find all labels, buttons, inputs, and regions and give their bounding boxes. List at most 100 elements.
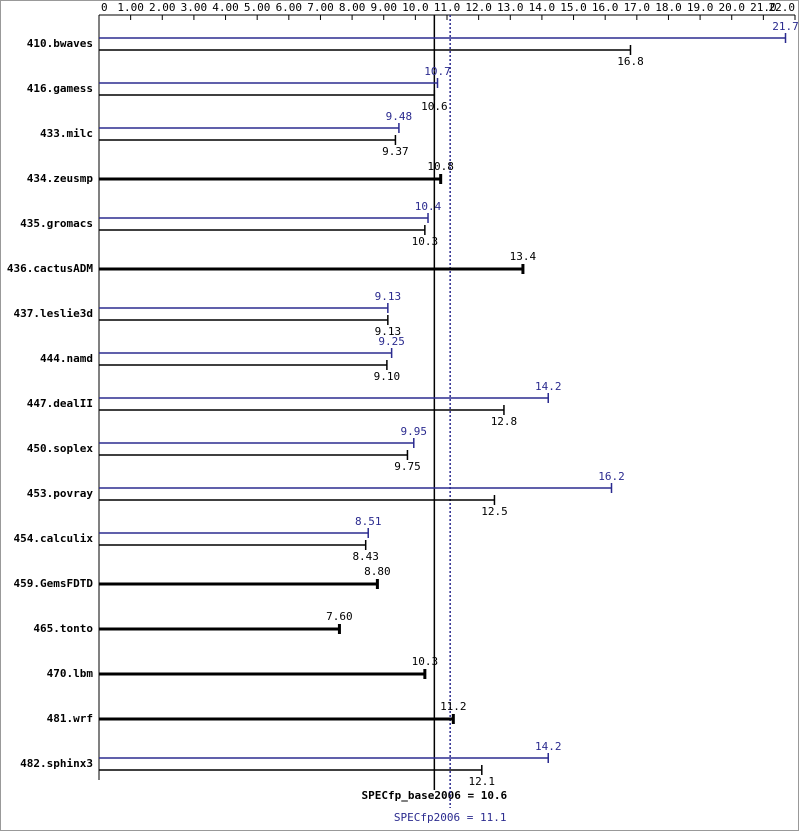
value-label: 9.95	[401, 425, 428, 438]
bar	[99, 714, 455, 724]
value-label: 7.60	[326, 610, 353, 623]
bar	[99, 174, 443, 184]
x-tick-label: 19.0	[687, 1, 714, 14]
bar	[99, 495, 496, 505]
x-tick-label: 11.0	[434, 1, 461, 14]
value-label: 12.5	[481, 505, 508, 518]
value-label: 10.8	[427, 160, 454, 173]
bar	[99, 405, 505, 415]
value-label: 12.8	[491, 415, 518, 428]
bar	[99, 579, 379, 589]
category-label: 481.wrf	[47, 712, 93, 725]
reference-label: SPECfp2006 = 11.1	[394, 811, 507, 824]
value-label: 9.25	[378, 335, 405, 348]
value-label: 16.8	[617, 55, 644, 68]
bar	[99, 753, 549, 763]
x-tick-label: 5.00	[244, 1, 271, 14]
category-label: 482.sphinx3	[20, 757, 93, 770]
value-label: 13.4	[510, 250, 537, 263]
value-label: 10.3	[412, 235, 439, 248]
category-label: 450.soplex	[27, 442, 94, 455]
value-label: 14.2	[535, 740, 562, 753]
x-tick-label: 8.00	[339, 1, 366, 14]
x-tick-label: 18.0	[655, 1, 682, 14]
category-label: 410.bwaves	[27, 37, 93, 50]
bar	[99, 540, 367, 550]
value-label: 9.37	[382, 145, 409, 158]
value-label: 9.13	[375, 325, 402, 338]
bar	[99, 765, 483, 775]
category-label: 416.gamess	[27, 82, 93, 95]
category-label: 470.lbm	[47, 667, 94, 680]
bar	[99, 264, 525, 274]
bar	[99, 483, 613, 493]
x-tick-label: 21.0	[750, 1, 777, 14]
bar	[99, 360, 388, 370]
bar	[99, 45, 632, 55]
value-label: 10.7	[424, 65, 451, 78]
category-label: 454.calculix	[14, 532, 94, 545]
value-label: 8.80	[364, 565, 391, 578]
category-label: 465.tonto	[33, 622, 93, 635]
bar	[99, 624, 341, 634]
bar	[99, 438, 415, 448]
category-label: 435.gromacs	[20, 217, 93, 230]
bar	[99, 303, 389, 313]
category-label: 433.milc	[40, 127, 93, 140]
category-label: 434.zeusmp	[27, 172, 94, 185]
bar	[99, 393, 549, 403]
value-label: 9.13	[375, 290, 402, 303]
bar	[99, 669, 427, 679]
bar	[99, 135, 397, 145]
x-tick-label: 12.0	[465, 1, 492, 14]
x-tick-label: 20.0	[718, 1, 745, 14]
category-label: 444.namd	[40, 352, 93, 365]
x-tick-label: 17.0	[624, 1, 651, 14]
value-label: 10.4	[415, 200, 442, 213]
category-label: 447.dealII	[27, 397, 93, 410]
bar	[99, 33, 787, 43]
value-label: 12.1	[469, 775, 496, 788]
bar	[99, 123, 400, 133]
value-label: 8.43	[352, 550, 379, 563]
value-label: 11.2	[440, 700, 467, 713]
x-tick-label: 15.0	[560, 1, 587, 14]
x-tick-label: 22.0	[769, 1, 796, 14]
x-tick-label: 2.00	[149, 1, 176, 14]
x-tick-label: 6.00	[276, 1, 303, 14]
category-label: 437.leslie3d	[14, 307, 93, 320]
reference-label: SPECfp_base2006 = 10.6	[361, 789, 507, 802]
bar	[99, 213, 429, 223]
value-label: 8.51	[355, 515, 382, 528]
bar	[99, 528, 369, 538]
value-label: 9.48	[386, 110, 413, 123]
value-label: 21.7	[772, 20, 799, 33]
x-tick-label: 16.0	[592, 1, 619, 14]
bar	[99, 90, 436, 100]
category-label: 453.povray	[27, 487, 94, 500]
x-tick-label: 0	[101, 1, 108, 14]
value-label: 10.6	[421, 100, 448, 113]
x-tick-label: 1.00	[117, 1, 144, 14]
x-tick-label: 3.00	[181, 1, 208, 14]
x-tick-label: 9.00	[370, 1, 397, 14]
category-label: 436.cactusADM	[7, 262, 93, 275]
value-label: 14.2	[535, 380, 562, 393]
x-tick-label: 10.0	[402, 1, 429, 14]
bar	[99, 225, 426, 235]
x-tick-label: 4.00	[212, 1, 239, 14]
value-label: 10.3	[412, 655, 439, 668]
value-label: 16.2	[598, 470, 625, 483]
x-tick-label: 13.0	[497, 1, 524, 14]
value-label: 9.75	[394, 460, 421, 473]
category-label: 459.GemsFDTD	[14, 577, 94, 590]
value-label: 9.10	[374, 370, 401, 383]
bar	[99, 348, 393, 358]
bar	[99, 450, 409, 460]
x-tick-label: 14.0	[529, 1, 556, 14]
bar	[99, 315, 389, 325]
x-tick-label: 7.00	[307, 1, 334, 14]
bar	[99, 78, 439, 88]
